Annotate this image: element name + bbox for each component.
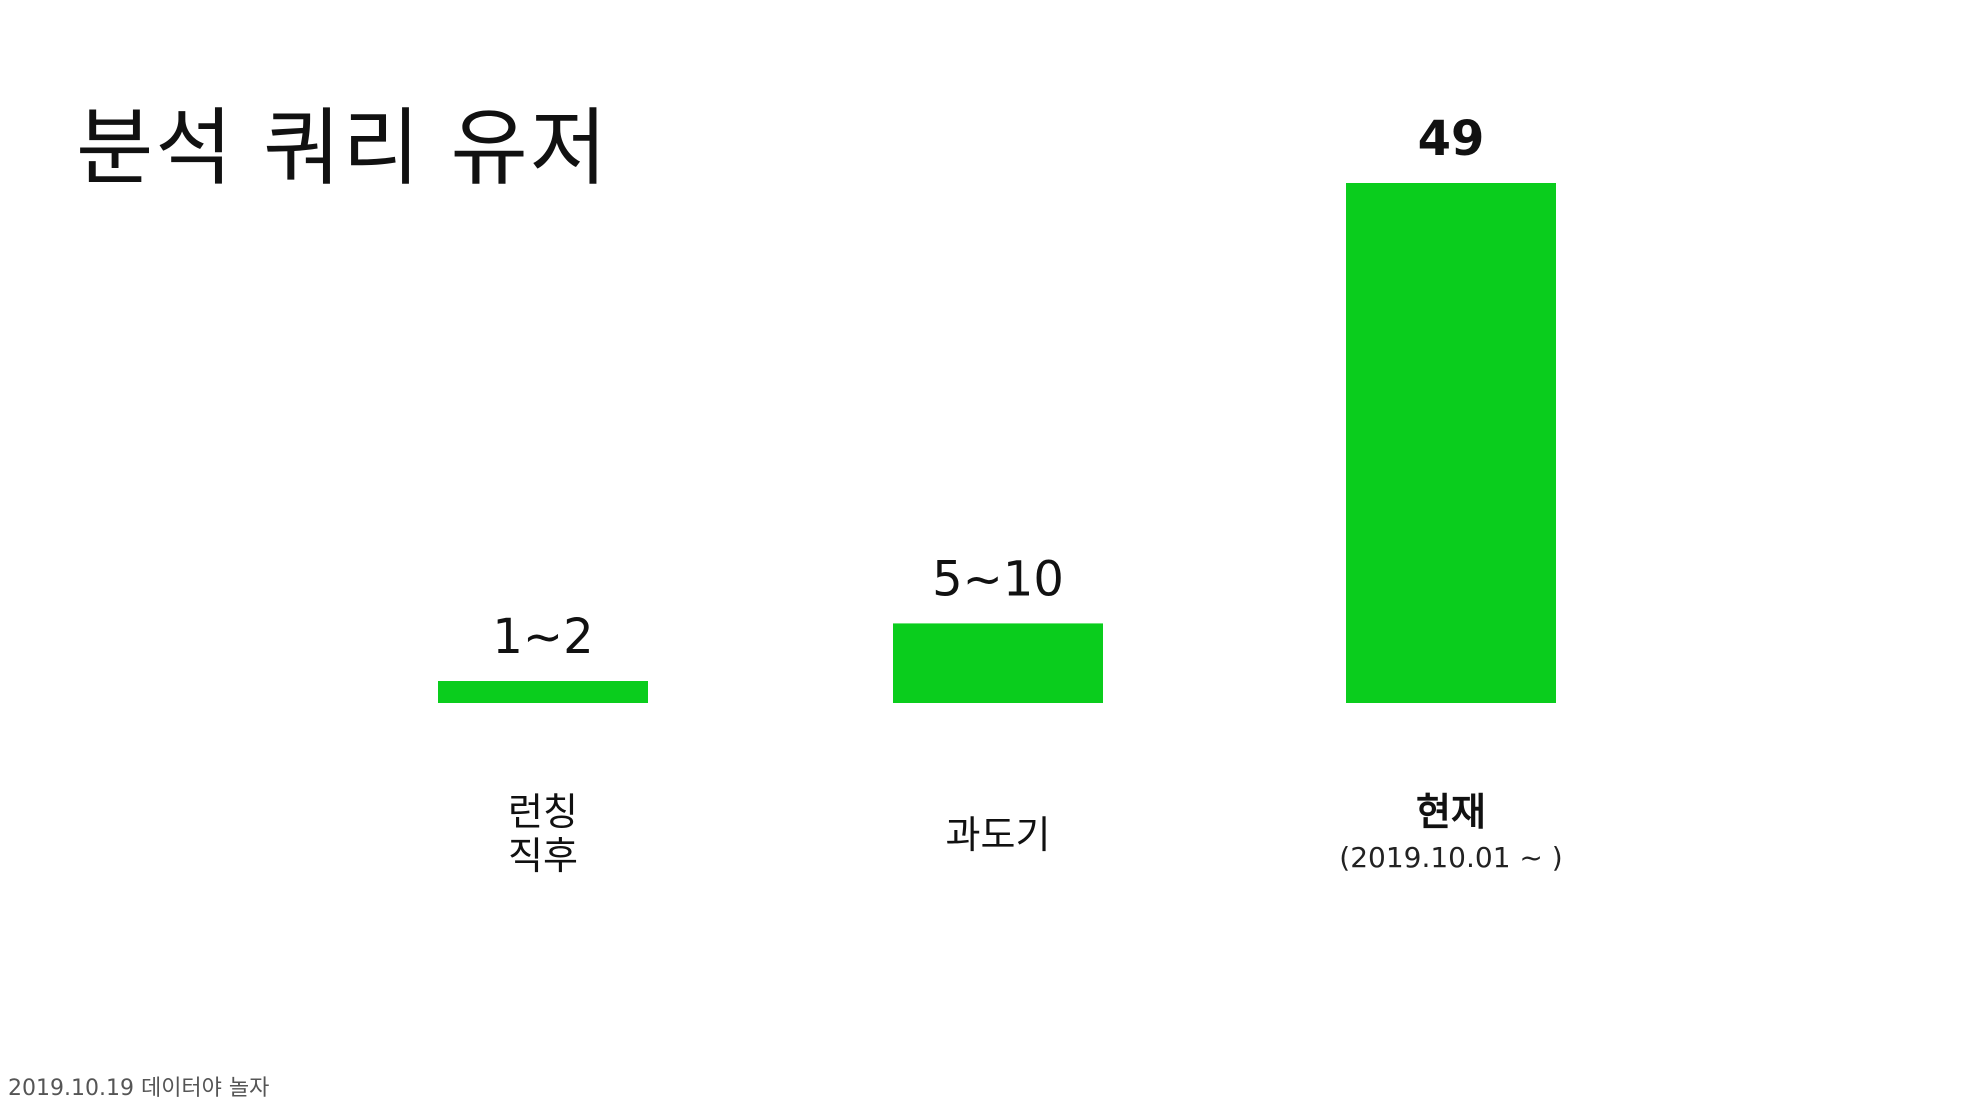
tick-label: 런칭 [508,790,578,834]
bars-layer [438,183,1556,703]
tick-label: 직후 [508,834,578,878]
data-label: 49 [1418,111,1485,167]
tick-label: 과도기 [946,813,1051,857]
footer-note: 2019.10.19 데이터야 놀자 [8,1076,270,1101]
data-label: 1~2 [492,609,593,665]
bar [438,681,648,703]
value-labels-layer: 1~2 5~10 49 [492,111,1484,665]
bar [1346,183,1556,703]
tick-label: 현재 [1416,790,1486,834]
data-label: 5~10 [932,551,1064,607]
tick-sublabel: (2019.10.01 ~ ) [1339,841,1562,874]
slide-title: 분석 쿼리 유저 [76,99,610,197]
bar [893,623,1103,703]
